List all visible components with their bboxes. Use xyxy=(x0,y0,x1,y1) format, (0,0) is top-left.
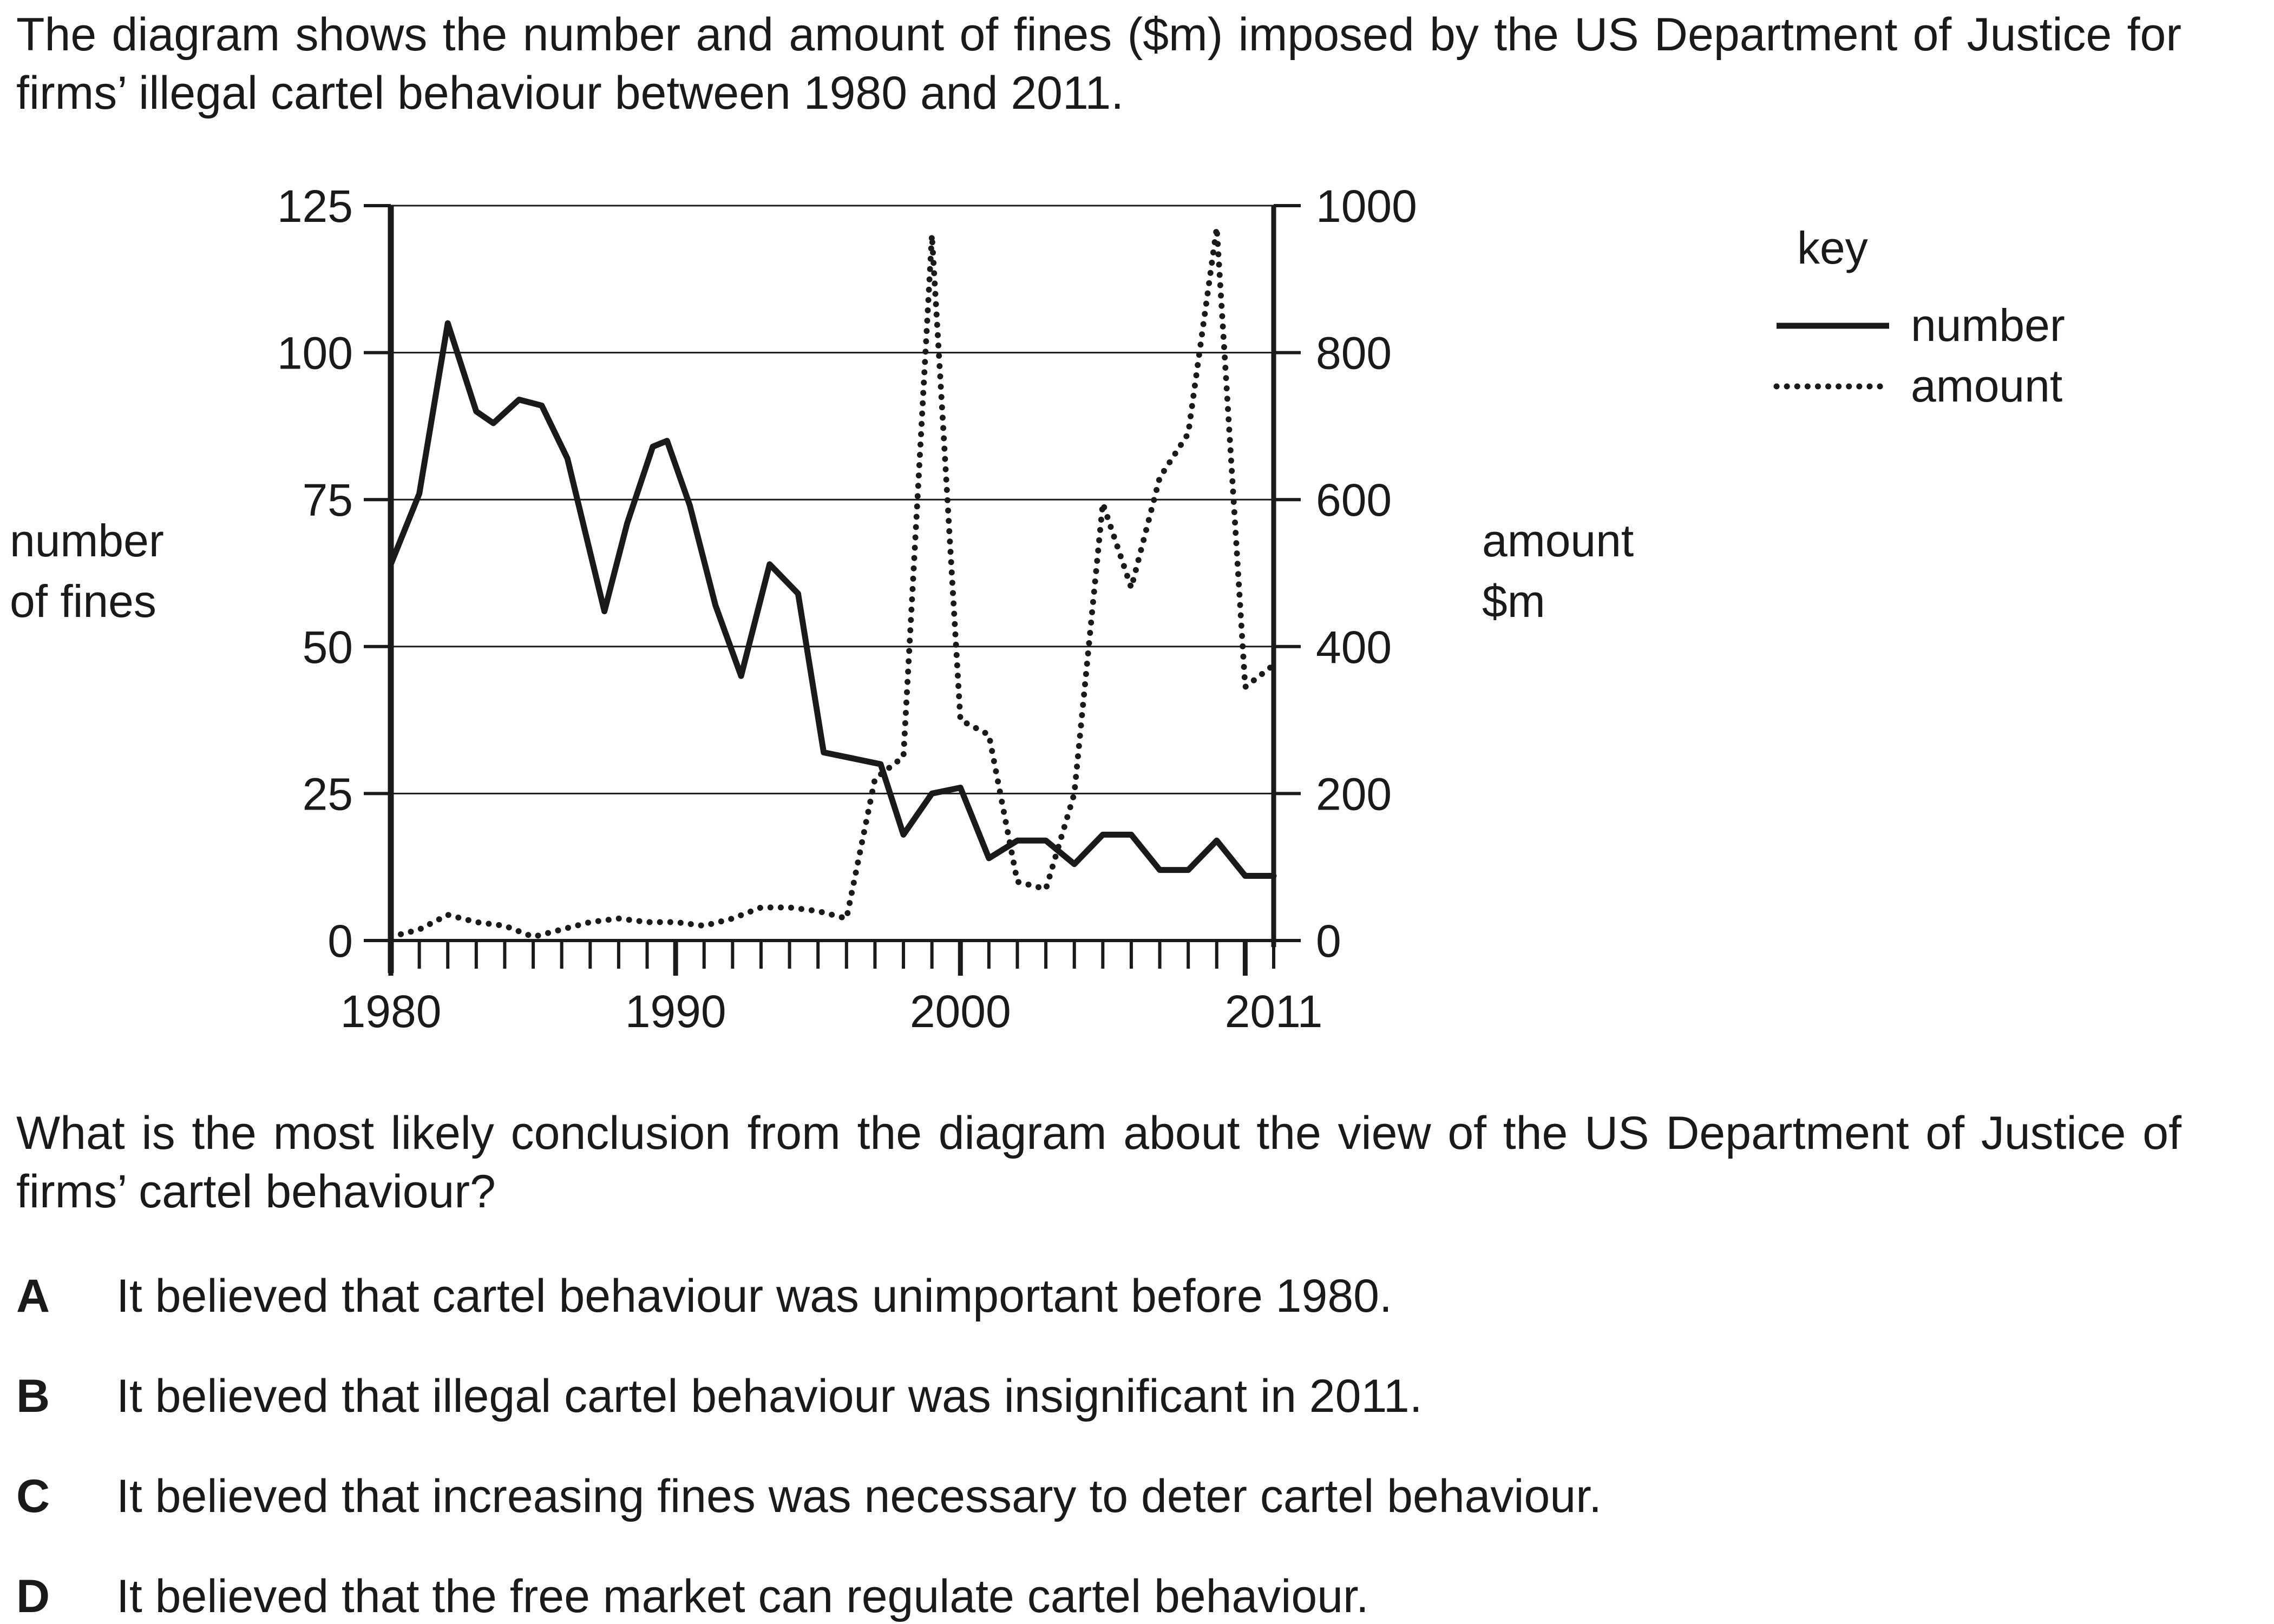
left-tick-label-75: 75 xyxy=(303,475,353,525)
legend-label-number: number xyxy=(1911,300,2065,351)
x-tick-label-1990: 1990 xyxy=(625,986,726,1028)
left-axis-title-line-1: number xyxy=(10,515,164,566)
left-axis-title-line-2: of fines xyxy=(10,576,156,627)
option-b[interactable]: B It believed that illegal cartel behavio… xyxy=(16,1369,1423,1423)
right-tick-label-1000: 1000 xyxy=(1316,181,1417,232)
fines-chart: 0 25 50 75 100 125 0 200 400 600 800 1000 1980 1990 20… xyxy=(10,181,2065,1028)
series-line-number xyxy=(388,320,1277,879)
option-a-text: It believed that cartel behaviour was un… xyxy=(116,1270,1392,1322)
chart-gridlines xyxy=(391,205,1274,794)
right-tick-label-0: 0 xyxy=(1316,916,1341,966)
left-tick-label-100: 100 xyxy=(277,328,353,379)
option-d-letter: D xyxy=(16,1570,50,1622)
intro-text: The diagram shows the number and amount … xyxy=(16,9,2181,119)
x-tick-label-1980: 1980 xyxy=(340,986,442,1028)
right-axis-title-line-2: $m xyxy=(1482,576,1545,627)
option-c-text: It believed that increasing fines was ne… xyxy=(116,1470,1602,1522)
option-b-text: It believed that illegal cartel behaviou… xyxy=(116,1370,1423,1422)
x-tick-label-2011: 2011 xyxy=(1225,986,1323,1028)
option-a[interactable]: A It believed that cartel behaviour was u… xyxy=(16,1269,1392,1323)
right-tick-label-400: 400 xyxy=(1316,622,1392,673)
left-tick-label-50: 50 xyxy=(303,622,353,673)
left-tick-label-125: 125 xyxy=(277,181,353,232)
right-tick-label-200: 200 xyxy=(1316,768,1392,819)
legend-title: key xyxy=(1797,222,1868,273)
option-c-letter: C xyxy=(16,1470,50,1522)
right-axis-title-line-1: amount xyxy=(1482,515,1634,566)
chart-axes: 0 25 50 75 100 125 0 200 400 600 800 1000 1980 1990 20… xyxy=(277,181,1417,1028)
right-tick-label-600: 600 xyxy=(1316,475,1392,525)
option-a-letter: A xyxy=(16,1270,50,1322)
x-tick-label-2000: 2000 xyxy=(910,986,1011,1028)
series-line-amount xyxy=(388,225,1277,940)
question-text: What is the most likely conclusion from … xyxy=(16,1107,2181,1218)
left-tick-label-0: 0 xyxy=(327,916,353,966)
chart-legend: key number amount xyxy=(1773,222,2065,411)
option-c[interactable]: C It believed that increasing fines was n… xyxy=(16,1469,1602,1523)
left-tick-label-25: 25 xyxy=(303,768,353,819)
chart-series xyxy=(388,225,1277,940)
option-d-text: It believed that the free market can reg… xyxy=(116,1570,1369,1622)
option-d[interactable]: D It believed that the free market can re… xyxy=(16,1569,1369,1623)
right-tick-label-800: 800 xyxy=(1316,328,1392,379)
legend-label-amount: amount xyxy=(1911,360,2062,411)
chart-axis-labels: number of fines amount $m xyxy=(10,515,1634,627)
option-b-letter: B xyxy=(16,1370,50,1422)
